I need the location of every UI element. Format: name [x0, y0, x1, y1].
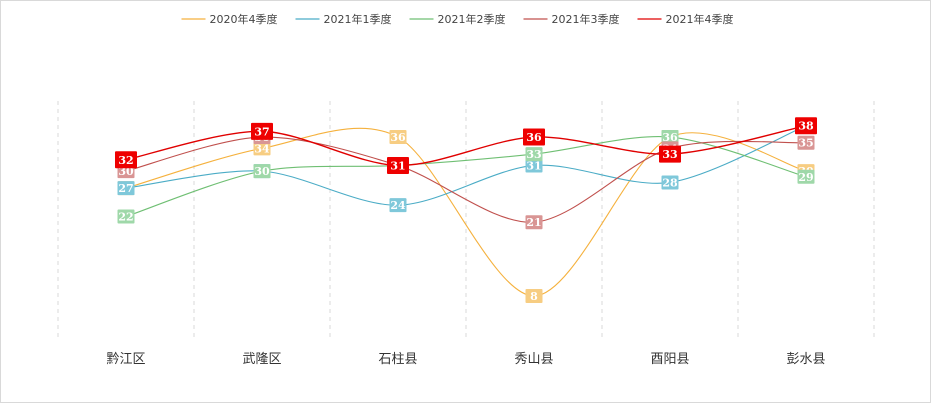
data-label: 38 — [798, 120, 814, 133]
data-marker — [387, 156, 409, 174]
data-point: 29 — [797, 169, 815, 184]
legend-label: 2021年3季度 — [552, 12, 620, 26]
legend-item[interactable]: 2021年4季度 — [637, 12, 734, 26]
data-point: 22 — [117, 209, 135, 224]
legend-label: 2021年1季度 — [324, 12, 392, 26]
data-marker — [253, 164, 271, 179]
data-marker — [525, 289, 543, 303]
data-label: 29 — [798, 171, 813, 184]
data-marker — [525, 158, 543, 173]
category-label: 秀山县 — [514, 352, 553, 367]
data-marker — [115, 151, 137, 169]
data-point: 24 — [389, 198, 407, 213]
data-label: 31 — [390, 159, 405, 172]
data-point: 37 — [251, 122, 273, 140]
data-point: 36 — [523, 128, 545, 146]
legend-label: 2021年4季度 — [666, 12, 734, 26]
x-axis: 黔江区 武隆区 石柱县 秀山县 酉阳县 彭水县 — [106, 352, 825, 367]
series-line — [125, 136, 807, 218]
data-point: 31 — [387, 156, 409, 174]
legend-label: 2021年2季度 — [438, 12, 506, 26]
data-label: 24 — [390, 199, 406, 212]
data-marker — [389, 198, 407, 213]
data-label: 36 — [390, 131, 406, 144]
data-label: 30 — [118, 165, 134, 178]
category-label: 彭水县 — [786, 352, 825, 367]
data-point: 36 — [389, 130, 407, 145]
data-point: 33 — [525, 147, 543, 162]
grid-lines — [57, 101, 875, 341]
data-marker — [795, 117, 817, 135]
category-label: 武隆区 — [242, 352, 281, 367]
data-point: 35 — [797, 135, 815, 150]
data-point: 21 — [525, 215, 543, 230]
data-marker — [117, 209, 135, 224]
category-label: 石柱县 — [378, 352, 417, 367]
data-label: 31 — [526, 159, 541, 172]
series-line — [125, 125, 807, 206]
data-point: 38 — [795, 117, 817, 135]
data-label: 8 — [530, 290, 538, 303]
category-label: 酉阳县 — [650, 352, 689, 367]
data-marker — [523, 128, 545, 146]
data-label: 32 — [118, 154, 133, 167]
legend-item[interactable]: 2020年4季度 — [181, 12, 278, 26]
legend-label: 2020年4季度 — [210, 12, 278, 26]
data-labels: 2734368363027302431283822303133362930363… — [115, 117, 817, 303]
data-point: 34 — [253, 141, 271, 156]
data-label: 36 — [662, 131, 678, 144]
data-point: 33 — [659, 145, 681, 163]
data-marker — [389, 130, 407, 145]
data-label: 33 — [526, 148, 541, 161]
data-point: 32 — [115, 151, 137, 169]
data-marker — [661, 175, 679, 190]
data-marker — [253, 141, 271, 156]
data-label: 28 — [662, 176, 678, 189]
data-label: 22 — [118, 211, 133, 224]
data-label: 27 — [118, 182, 133, 195]
data-label: 36 — [526, 131, 542, 144]
data-label: 35 — [798, 137, 813, 150]
data-point: 28 — [661, 175, 679, 190]
data-point: 8 — [525, 289, 543, 303]
data-label: 34 — [254, 142, 270, 155]
series-line — [125, 125, 807, 167]
data-marker — [659, 145, 681, 163]
legend[interactable]: 2020年4季度 2021年1季度 2021年2季度 2021年3季度 2021年4季度 — [181, 12, 734, 26]
data-point: 31 — [525, 158, 543, 173]
data-point: 30 — [253, 164, 271, 179]
data-marker — [797, 135, 815, 150]
data-label: 30 — [254, 165, 270, 178]
data-label: 33 — [662, 148, 677, 161]
data-marker — [525, 215, 543, 230]
data-label: 37 — [254, 125, 269, 138]
legend-item[interactable]: 2021年1季度 — [295, 12, 392, 26]
data-label: 21 — [526, 216, 541, 229]
category-label: 黔江区 — [106, 352, 145, 367]
data-marker — [797, 169, 815, 184]
data-point: 36 — [661, 130, 679, 145]
data-point: 27 — [117, 181, 135, 196]
data-marker — [525, 147, 543, 162]
data-marker — [661, 130, 679, 145]
data-marker — [117, 181, 135, 196]
legend-item[interactable]: 2021年2季度 — [409, 12, 506, 26]
data-marker — [251, 122, 273, 140]
legend-item[interactable]: 2021年3季度 — [523, 12, 620, 26]
